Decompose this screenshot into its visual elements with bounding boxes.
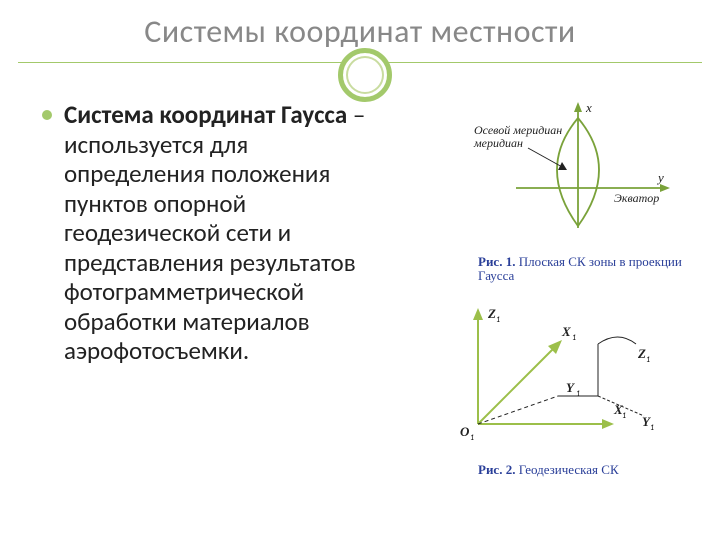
meridian-label: Осевой меридиан xyxy=(474,123,562,137)
bullet-icon xyxy=(42,110,52,120)
equator-label: Экватор xyxy=(614,191,659,205)
svg-text:1: 1 xyxy=(650,423,654,433)
figure-2-caption: Рис. 2. Геодезическая СК xyxy=(478,463,698,477)
page-title: Системы координат местности xyxy=(144,12,575,51)
svg-text:1: 1 xyxy=(622,411,626,421)
title-circle-decoration xyxy=(338,48,392,102)
svg-text:1: 1 xyxy=(576,389,580,399)
svg-text:O: O xyxy=(460,424,470,439)
lead-bold: Система координат Гаусса xyxy=(64,99,347,130)
lead-dash: – xyxy=(347,99,365,130)
svg-text:1: 1 xyxy=(572,333,576,343)
axis-x-label: x xyxy=(585,100,592,115)
svg-text:меридиан: меридиан xyxy=(473,136,523,150)
svg-text:X: X xyxy=(561,324,571,339)
bullet-item: Система координат Гаусса – используется … xyxy=(42,100,382,366)
axis-y-label: y xyxy=(656,170,664,185)
svg-text:1: 1 xyxy=(470,433,474,443)
figure-1: x y Осевой меридиан меридиан Экватор xyxy=(418,98,678,248)
svg-text:Z: Z xyxy=(487,306,496,321)
svg-text:1: 1 xyxy=(646,355,650,365)
body-text: используется для определения положения п… xyxy=(64,129,356,367)
svg-text:Z: Z xyxy=(637,346,646,361)
svg-text:Y: Y xyxy=(566,380,575,395)
figure-2: Z 1 X 1 Y 1 O 1 Z 1 X 1 Y 1 xyxy=(418,296,678,456)
svg-text:1: 1 xyxy=(496,315,500,325)
figure-1-caption: Рис. 1. Плоская СК зоны в проекции Гаусс… xyxy=(478,255,698,284)
